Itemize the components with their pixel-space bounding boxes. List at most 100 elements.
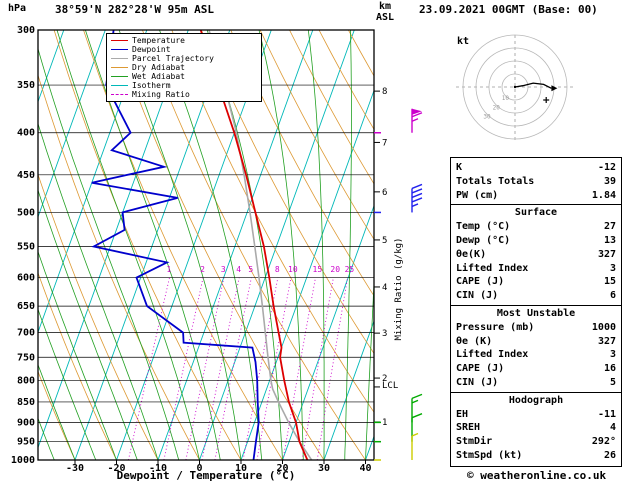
hodograph-ring <box>462 34 568 140</box>
wind-barb <box>411 413 423 442</box>
table-row-value: 327 <box>597 335 616 347</box>
svg-text:3: 3 <box>382 329 387 339</box>
svg-text:1: 1 <box>167 265 172 274</box>
mixing-ratio-axis-label: Mixing Ratio (g/kg) <box>394 237 404 341</box>
svg-text:10: 10 <box>288 265 298 274</box>
legend-label: Temperature <box>132 36 185 45</box>
table-row: CAPE (J) 15 <box>456 275 616 289</box>
legend-label: Isotherm <box>132 81 171 90</box>
svg-text:3: 3 <box>221 265 226 274</box>
legend-label: Mixing Ratio <box>132 90 190 99</box>
table-row: SREH 4 <box>456 421 616 435</box>
legend-label: Wet Adiabat <box>132 72 185 81</box>
hodograph-ring <box>501 73 529 101</box>
svg-text:0: 0 <box>196 463 202 474</box>
table-row-value: -12 <box>597 162 616 173</box>
table-row: Pressure (mb) 1000 <box>456 321 616 335</box>
table-row: PW (cm) 1.84 <box>456 189 616 203</box>
legend-item: Temperature <box>111 36 257 45</box>
table-row-label: StmSpd (kt) <box>456 449 523 461</box>
table-row-label: θe(K) <box>456 248 487 260</box>
table-row: StmDir 292° <box>456 435 616 449</box>
table-section-header: Hodograph <box>451 391 621 408</box>
hodograph-origin-dot <box>513 85 517 89</box>
table-row: Totals Totals 39 <box>456 175 616 189</box>
table-row-value: 1000 <box>591 321 616 333</box>
svg-text:650: 650 <box>17 301 35 312</box>
table-row-label: Lifted Index <box>456 262 529 274</box>
svg-text:400: 400 <box>17 128 35 139</box>
legend-swatch <box>111 94 128 95</box>
table-row-label: Dewp (°C) <box>456 234 511 246</box>
indices-table: K -12 Totals Totals 39 PW (cm) 1.84 Surface Tem… <box>450 157 622 467</box>
svg-text:850: 850 <box>17 397 35 408</box>
svg-text:15: 15 <box>313 265 323 274</box>
table-row-value: 3 <box>609 262 616 274</box>
svg-text:5: 5 <box>382 236 387 246</box>
altitude-scale: 1 2 3 4 5 6 7 8 <box>374 87 387 428</box>
svg-text:300: 300 <box>17 25 35 36</box>
hodograph-ring <box>488 60 542 114</box>
altitude-axis-unit-asl: ASL <box>376 12 395 23</box>
svg-text:600: 600 <box>17 273 35 284</box>
svg-text:2: 2 <box>382 374 387 384</box>
table-row-value: -11 <box>597 408 616 420</box>
wind-barb <box>411 183 423 213</box>
pressure-axis-unit: hPa <box>8 3 27 14</box>
temperature-ticks: -30 -20 -10 0 10 20 30 40 <box>66 460 372 474</box>
table-row: K -12 <box>456 161 616 175</box>
table-row-label: CIN (J) <box>456 290 499 302</box>
svg-text:350: 350 <box>17 80 35 91</box>
legend-item: Dewpoint <box>111 45 257 54</box>
svg-text:1000: 1000 <box>11 455 35 466</box>
wind-barb <box>411 432 419 460</box>
svg-text:4: 4 <box>382 283 387 293</box>
svg-text:7: 7 <box>382 138 387 148</box>
table-row-value: 6 <box>609 290 616 302</box>
legend-swatch <box>111 40 128 41</box>
lcl-label: LCL <box>382 381 399 391</box>
table-row-label: EH <box>456 408 469 420</box>
datetime-label: 23.09.2021 00GMT (Base: 00) <box>419 3 598 16</box>
svg-text:800: 800 <box>17 375 35 386</box>
svg-text:700: 700 <box>17 328 35 339</box>
table-row: Lifted Index 3 <box>456 262 616 276</box>
table-row: CIN (J) 6 <box>456 289 616 303</box>
svg-text:20: 20 <box>330 265 340 274</box>
table-row: StmSpd (kt) 26 <box>456 449 616 463</box>
legend-box: Temperature Dewpoint Parcel Trajectory Dry … <box>106 33 262 102</box>
table-row-value: 26 <box>603 449 616 461</box>
table-row: θe(K) 327 <box>456 248 616 262</box>
svg-text:40: 40 <box>359 463 371 474</box>
table-row-label: SREH <box>456 422 481 434</box>
table-row: CIN (J) 5 <box>456 376 616 390</box>
storm-motion-marker <box>543 97 550 103</box>
legend-label: Dewpoint <box>132 45 171 54</box>
altitude-axis-unit-km: km <box>379 1 392 12</box>
svg-text:500: 500 <box>17 207 35 218</box>
legend-label: Parcel Trajectory <box>132 54 214 63</box>
table-row: CAPE (J) 16 <box>456 362 616 376</box>
table-row-value: 3 <box>609 349 616 361</box>
table-row-label: CAPE (J) <box>456 363 505 375</box>
svg-text:6: 6 <box>382 188 387 198</box>
table-row-value: 4 <box>609 422 616 434</box>
svg-text:450: 450 <box>17 170 35 181</box>
svg-text:8: 8 <box>275 265 280 274</box>
mixing-ratio-labels: 1 2 3 4 5 8 10 15 20 25 <box>167 265 355 274</box>
page-title: 38°59'N 282°28'W 95m ASL <box>55 3 214 16</box>
table-row-value: 15 <box>603 276 616 288</box>
legend-swatch <box>111 49 128 50</box>
svg-text:2: 2 <box>200 265 205 274</box>
dewpoint-line <box>91 30 260 460</box>
svg-text:550: 550 <box>17 241 35 252</box>
table-row-label: Temp (°C) <box>456 221 511 233</box>
table-row-label: Lifted Index <box>456 349 529 361</box>
table-row-label: CAPE (J) <box>456 276 505 288</box>
svg-text:950: 950 <box>17 437 35 448</box>
table-row-value: 16 <box>603 363 616 375</box>
legend-swatch <box>111 76 128 77</box>
plot-border <box>37 29 375 461</box>
